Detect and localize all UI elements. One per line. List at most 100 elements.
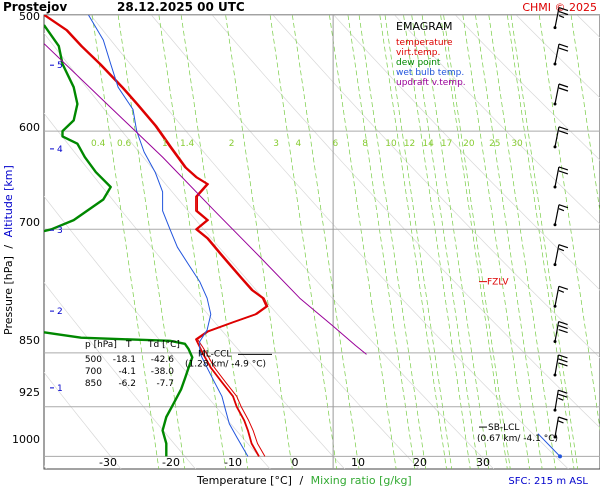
legend-temperature: temperature	[396, 38, 453, 48]
mixing-ratio-label: 0.6	[117, 139, 132, 149]
mixing-ratio-label: 3	[273, 139, 279, 149]
dry-adiabat	[211, 15, 600, 429]
wind-barb-flag	[558, 328, 568, 334]
wind-barb-shaft	[554, 7, 560, 28]
table-cell: 850	[85, 379, 102, 389]
x-axis-label: Temperature [°C] / Mixing ratio [g/kg]	[196, 474, 412, 487]
wind-barb-flag	[558, 47, 569, 52]
wind-barb	[553, 43, 569, 66]
mixing-ratio-line	[91, 15, 160, 469]
legend-dew-point: dew point	[396, 58, 441, 68]
wind-barb-flag	[558, 416, 568, 421]
dry-adiabat	[44, 371, 122, 469]
altitude-label: 5	[57, 61, 63, 71]
wind-barb	[553, 204, 569, 227]
surface-height: SFC: 215 m ASL	[508, 476, 588, 487]
mixing-ratio-line	[488, 15, 556, 469]
legend-title: EMAGRAM	[396, 20, 453, 33]
mixing-ratio-label: 1	[162, 139, 168, 149]
mixing-ratio-line	[379, 15, 447, 469]
wind-barb-flag	[558, 126, 569, 131]
virtual-temp-line	[45, 15, 269, 457]
wind-barb	[553, 166, 569, 189]
wind-barb-shaft	[554, 166, 560, 188]
x-tick-0: 0	[292, 456, 299, 469]
fzlv-label: FZLV	[487, 278, 509, 288]
wind-barb-flag	[558, 285, 569, 290]
y-tick-700: 700	[19, 216, 40, 229]
x-tick-minus10: -10	[224, 456, 242, 469]
mixing-ratio-line	[570, 15, 600, 215]
legend-updraft: updraft v.temp.	[396, 78, 466, 88]
wind-barb	[553, 389, 568, 412]
mixing-ratio-line	[443, 15, 511, 469]
mixing-ratio-label: 12	[404, 139, 415, 149]
wind-barb-flag	[558, 354, 568, 359]
y-tick-850: 850	[19, 334, 40, 347]
dry-adiabat	[333, 15, 600, 291]
wind-barb-half	[558, 289, 565, 293]
wind-barb-dot	[553, 435, 557, 439]
y-tick-500: 500	[19, 10, 40, 23]
station-name: Prostejov	[3, 0, 67, 14]
y-tick-600: 600	[19, 121, 40, 134]
legend-wet-bulb: wet bulb temp.	[396, 68, 464, 78]
sb-lcl-label: SB-LCL	[488, 423, 519, 433]
table-header: p [hPa]	[85, 340, 117, 350]
wind-barb-half	[558, 15, 565, 19]
wind-barb-flag	[558, 166, 569, 171]
wind-barb	[553, 354, 568, 377]
wind-barb-flag	[558, 43, 569, 48]
wind-barb-dot	[553, 373, 557, 377]
wind-barb-flag	[558, 7, 569, 12]
altitude-label: 2	[57, 307, 63, 317]
wind-barb-dot	[553, 145, 557, 149]
x-tick-20: 20	[413, 456, 427, 469]
wind-barb-shaft	[554, 83, 560, 105]
x-tick-10: 10	[351, 456, 365, 469]
wind-barb-flag	[558, 358, 568, 363]
wind-barb-flag	[558, 170, 569, 175]
dry-adiabat	[90, 15, 494, 469]
table-cell: -6.2	[118, 379, 136, 389]
table-header: Td [°C]	[147, 340, 180, 350]
x-axis-label-temp: Temperature [°C]	[196, 474, 292, 487]
wind-barb-flag	[558, 324, 568, 330]
mixing-ratio-line	[358, 15, 427, 469]
wind-barb-dot	[553, 340, 557, 344]
altitude-label: 4	[57, 145, 63, 155]
wind-barb-shaft	[554, 43, 560, 65]
mixing-ratio-label: 0.4	[91, 139, 106, 149]
mixing-ratio-line	[506, 15, 575, 469]
wind-barb-flag	[558, 204, 569, 209]
dry-adiabat	[455, 15, 600, 161]
wind-barb-shaft	[554, 204, 560, 225]
wind-barb	[553, 126, 569, 149]
wind-barb	[553, 416, 568, 439]
wind-barb-flag	[558, 320, 568, 326]
altitude-label: 1	[57, 384, 63, 394]
y-axis-label-sep: /	[2, 245, 15, 249]
wind-barb-half	[558, 397, 564, 401]
wind-barb-flag	[558, 83, 569, 88]
mixing-ratio-label: 4	[295, 139, 301, 149]
wind-barb-half	[558, 248, 565, 252]
wind-barb-dot	[553, 408, 557, 412]
x-tick-minus20: -20	[162, 456, 180, 469]
mixing-ratio-line	[117, 15, 186, 469]
dry-adiabat	[44, 112, 345, 469]
mixing-ratio-label: 6	[333, 139, 339, 149]
dry-adiabat	[151, 15, 569, 469]
wind-barb-shaft	[554, 321, 560, 342]
mixing-ratio-line	[158, 15, 226, 469]
wind-barb-dot	[553, 263, 557, 267]
ml-ccl-value: (1.28 km/ -4.9 °C)	[185, 359, 266, 369]
table-cell: 700	[85, 367, 102, 377]
mixing-ratio-line	[440, 15, 508, 469]
mixing-ratio-line	[225, 15, 293, 469]
wind-barb-flag	[558, 130, 569, 135]
table-cell: 500	[85, 355, 102, 365]
x-tick-30: 30	[476, 456, 490, 469]
y-axis-label-altitude: Altitude [km]	[2, 165, 15, 237]
